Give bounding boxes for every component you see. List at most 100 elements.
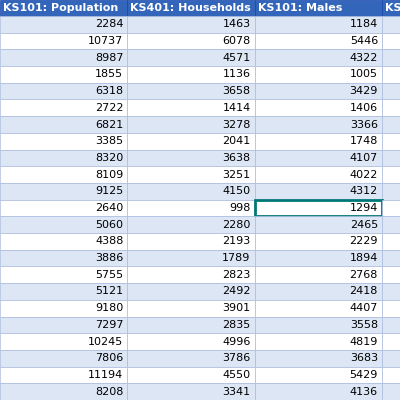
Bar xyxy=(255,250,382,266)
Bar xyxy=(127,350,255,367)
Text: 2193: 2193 xyxy=(222,236,251,246)
Bar xyxy=(0,150,127,166)
Bar xyxy=(0,383,127,400)
Bar xyxy=(127,333,255,350)
Bar xyxy=(255,183,382,200)
Text: 3366: 3366 xyxy=(350,120,378,130)
Bar xyxy=(255,16,382,33)
Bar xyxy=(0,16,127,33)
Bar xyxy=(382,383,400,400)
Text: 3886: 3886 xyxy=(95,253,123,263)
Bar xyxy=(382,200,400,216)
Text: 5755: 5755 xyxy=(95,270,123,280)
Text: 1406: 1406 xyxy=(350,103,378,113)
Bar xyxy=(382,166,400,183)
Text: 4312: 4312 xyxy=(350,186,378,196)
Text: 8208: 8208 xyxy=(95,387,123,397)
Text: 1294: 1294 xyxy=(350,203,378,213)
Text: 2823: 2823 xyxy=(222,270,251,280)
Text: 4107: 4107 xyxy=(350,153,378,163)
Bar xyxy=(127,33,255,49)
Bar xyxy=(382,116,400,133)
Bar xyxy=(127,133,255,150)
Bar xyxy=(255,266,382,283)
Bar xyxy=(255,367,382,383)
Text: 2280: 2280 xyxy=(222,220,251,230)
Text: 998: 998 xyxy=(229,203,251,213)
Text: 6318: 6318 xyxy=(95,86,123,96)
Text: 3638: 3638 xyxy=(222,153,251,163)
Text: 4022: 4022 xyxy=(350,170,378,180)
Bar xyxy=(255,33,382,49)
Bar xyxy=(382,233,400,250)
Text: 3385: 3385 xyxy=(95,136,123,146)
Bar xyxy=(255,383,382,400)
Bar xyxy=(127,283,255,300)
Text: 4136: 4136 xyxy=(350,387,378,397)
Bar xyxy=(0,116,127,133)
Bar xyxy=(255,216,382,233)
Bar xyxy=(382,350,400,367)
Bar xyxy=(0,350,127,367)
Bar xyxy=(382,300,400,316)
Bar xyxy=(255,133,382,150)
Text: 2041: 2041 xyxy=(222,136,251,146)
Bar xyxy=(255,0,382,16)
Text: 1414: 1414 xyxy=(222,103,251,113)
Bar xyxy=(0,33,127,49)
Text: 3658: 3658 xyxy=(222,86,251,96)
Text: 1855: 1855 xyxy=(95,70,123,80)
Text: 4322: 4322 xyxy=(350,53,378,63)
Text: 3251: 3251 xyxy=(222,170,251,180)
Bar xyxy=(0,316,127,333)
Bar xyxy=(0,266,127,283)
Bar xyxy=(127,0,255,16)
Text: 4996: 4996 xyxy=(222,336,251,346)
Text: 2722: 2722 xyxy=(95,103,123,113)
Bar xyxy=(0,200,127,216)
Bar xyxy=(255,316,382,333)
Bar xyxy=(255,350,382,367)
Bar xyxy=(382,150,400,166)
Bar xyxy=(127,266,255,283)
Bar xyxy=(255,66,382,83)
Bar xyxy=(255,333,382,350)
Text: 3558: 3558 xyxy=(350,320,378,330)
Text: 1005: 1005 xyxy=(350,70,378,80)
Text: 1748: 1748 xyxy=(350,136,378,146)
Text: 10245: 10245 xyxy=(88,336,123,346)
Bar xyxy=(127,216,255,233)
Bar xyxy=(382,316,400,333)
Text: 4150: 4150 xyxy=(222,186,251,196)
Text: 1789: 1789 xyxy=(222,253,251,263)
Bar xyxy=(127,250,255,266)
Text: 2465: 2465 xyxy=(350,220,378,230)
Text: 2229: 2229 xyxy=(350,236,378,246)
Bar xyxy=(382,33,400,49)
Text: 6078: 6078 xyxy=(222,36,251,46)
Bar xyxy=(0,216,127,233)
Bar xyxy=(382,266,400,283)
Text: 8320: 8320 xyxy=(95,153,123,163)
Text: 2835: 2835 xyxy=(222,320,251,330)
Bar xyxy=(0,183,127,200)
Text: 3341: 3341 xyxy=(222,387,251,397)
Text: 6821: 6821 xyxy=(95,120,123,130)
Text: 11194: 11194 xyxy=(88,370,123,380)
Text: 4388: 4388 xyxy=(95,236,123,246)
Text: 9125: 9125 xyxy=(95,186,123,196)
Bar xyxy=(255,49,382,66)
Bar xyxy=(382,49,400,66)
Text: 3683: 3683 xyxy=(350,353,378,363)
Bar xyxy=(0,233,127,250)
Text: 5060: 5060 xyxy=(95,220,123,230)
Text: 2418: 2418 xyxy=(350,286,378,296)
Text: 5121: 5121 xyxy=(95,286,123,296)
Bar xyxy=(255,233,382,250)
Text: 2768: 2768 xyxy=(350,270,378,280)
Bar xyxy=(127,66,255,83)
Bar xyxy=(127,183,255,200)
Text: KS401: Households: KS401: Households xyxy=(130,3,251,13)
Bar xyxy=(255,300,382,316)
Bar xyxy=(0,49,127,66)
